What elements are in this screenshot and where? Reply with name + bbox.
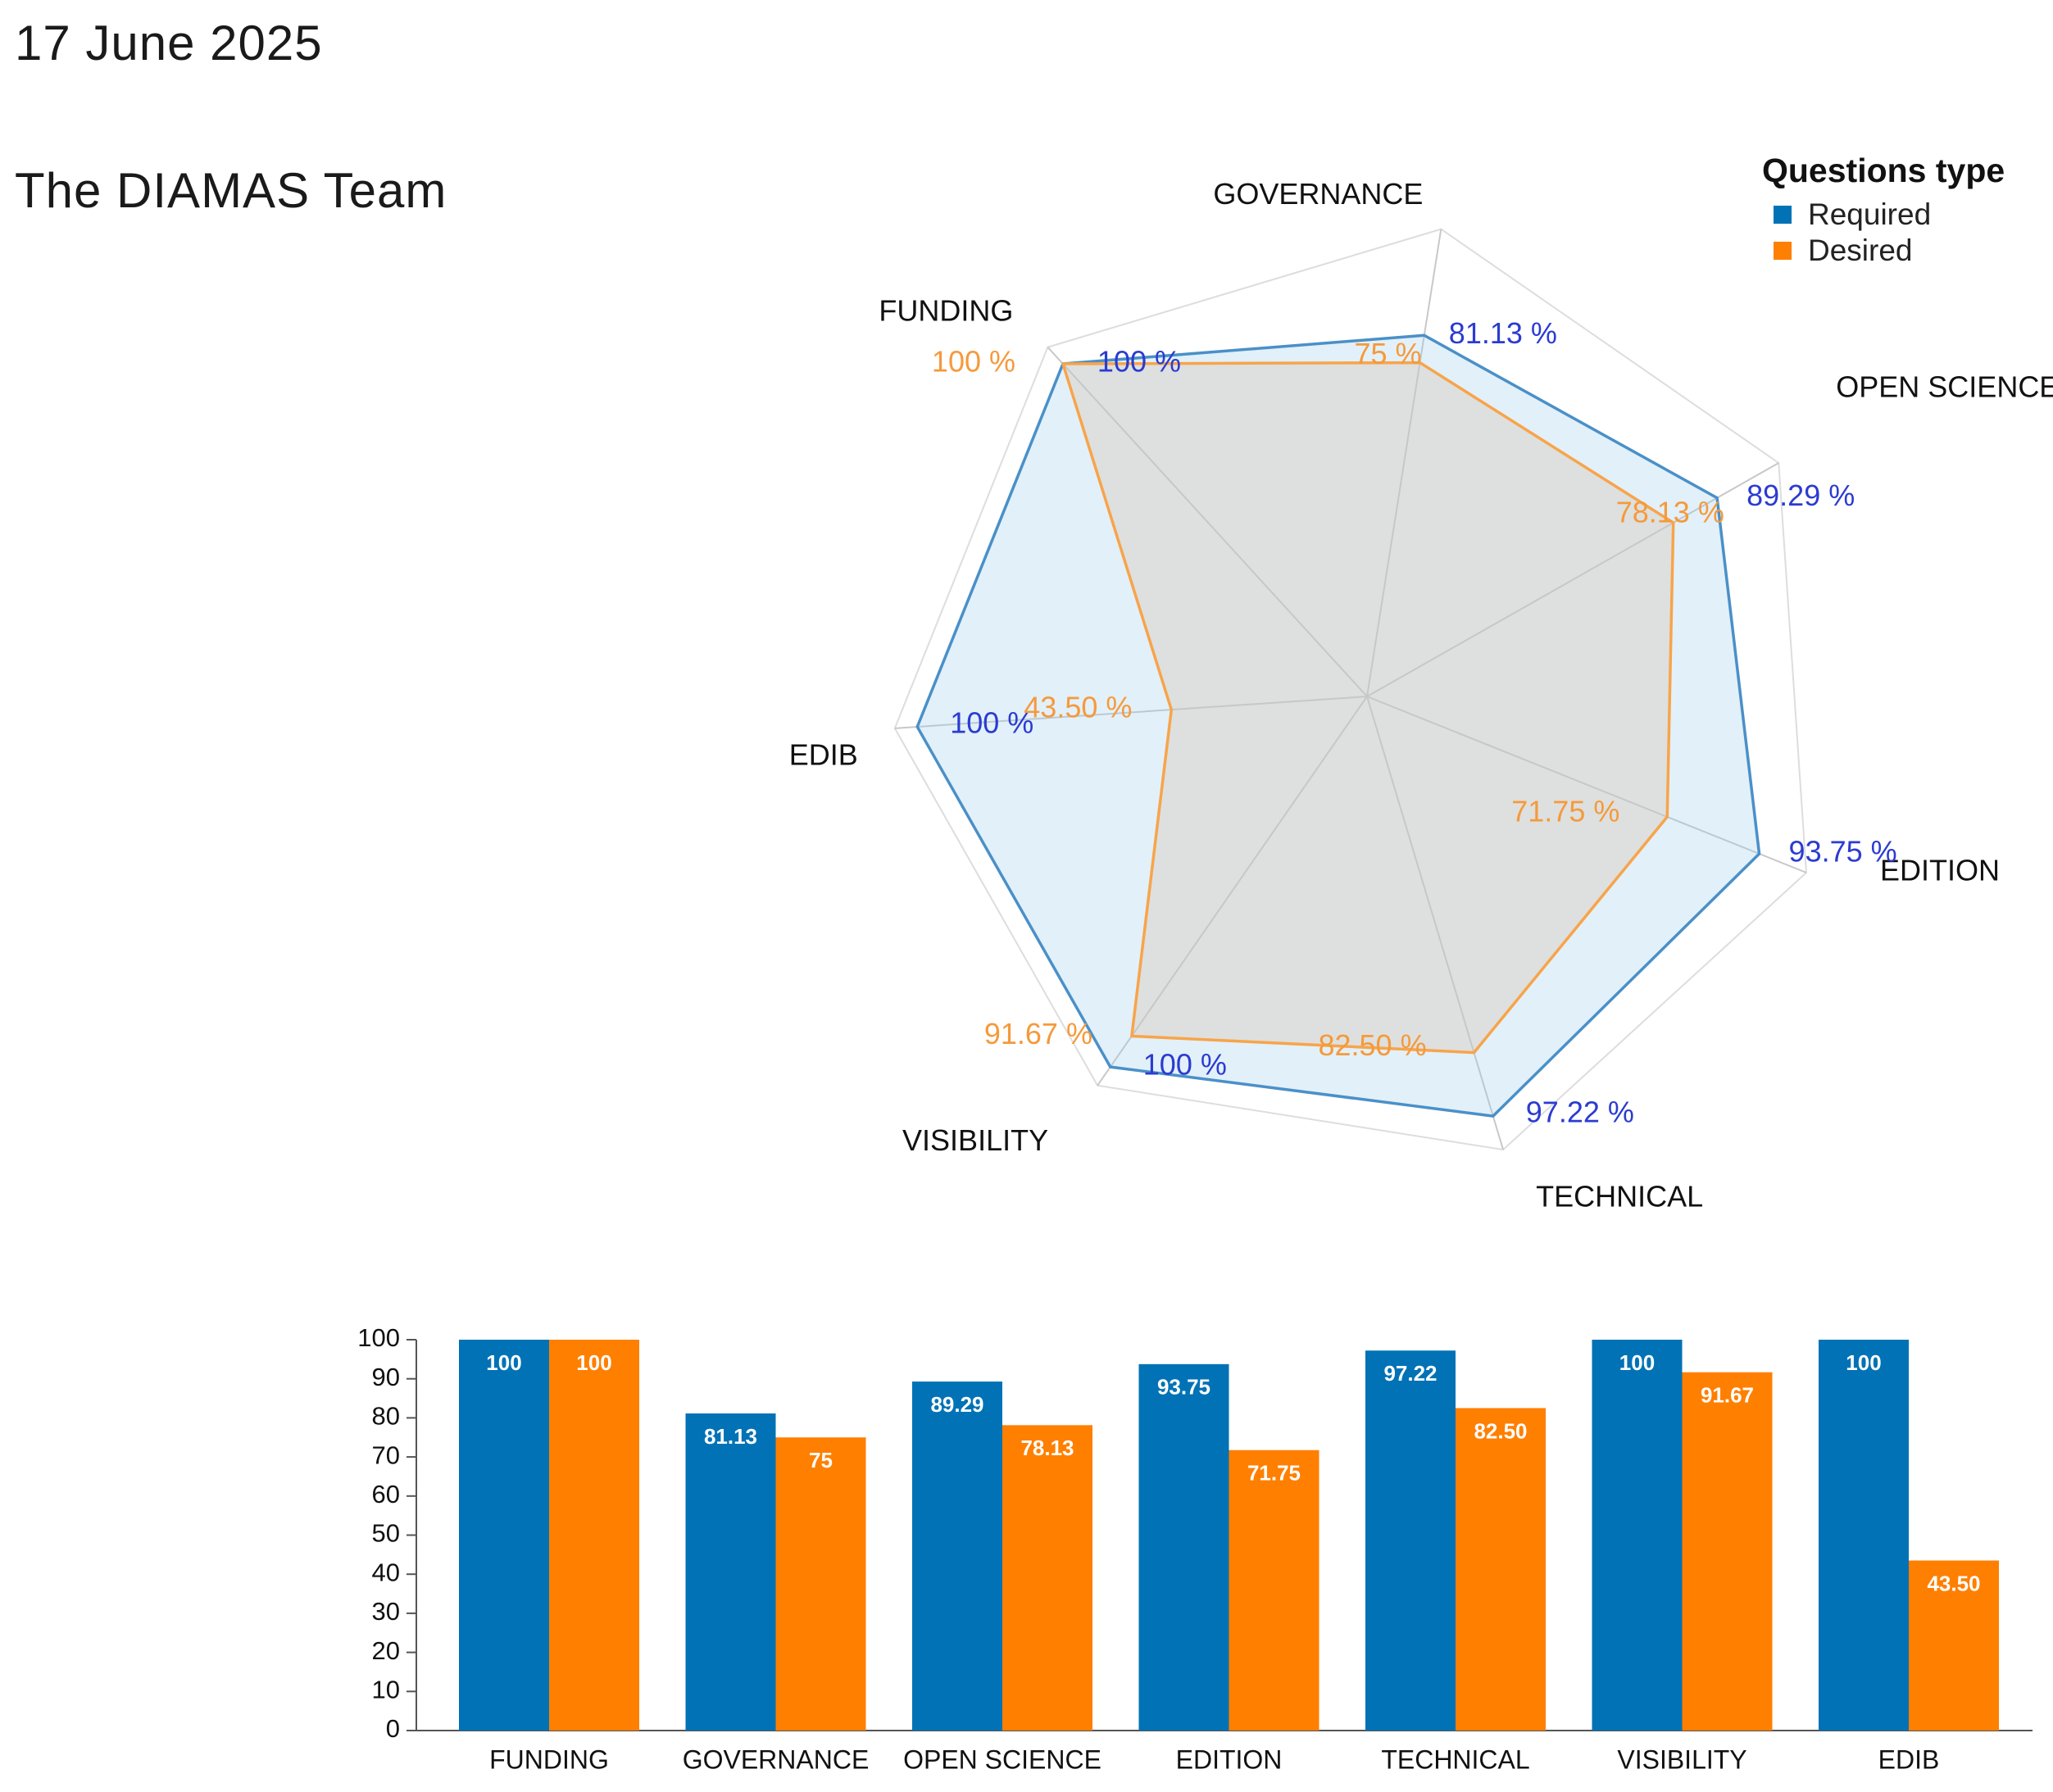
radar-spoke bbox=[1366, 696, 1807, 873]
bar-value-label: 43.50 bbox=[1927, 1571, 1980, 1595]
bar-category-label: TECHNICAL bbox=[1381, 1744, 1529, 1774]
radar-value-label-required: 89.29 % bbox=[1746, 479, 1855, 512]
legend-item-desired: Desired bbox=[1762, 233, 2005, 269]
bar-desired bbox=[549, 1340, 639, 1731]
bar-y-tick-label: 100 bbox=[357, 1323, 400, 1352]
bar-y-tick-label: 30 bbox=[372, 1597, 400, 1626]
radar-value-label-required: 93.75 % bbox=[1789, 834, 1897, 868]
radar-axis-label: EDITION bbox=[1880, 854, 2000, 887]
bar-value-label: 93.75 bbox=[1157, 1375, 1210, 1400]
radar-spoke bbox=[1366, 696, 1505, 1150]
radar-outer-web bbox=[893, 228, 1808, 1151]
bar-category-label: FUNDING bbox=[489, 1744, 609, 1774]
radar-value-label-required: 97.22 % bbox=[1526, 1096, 1634, 1129]
radar-chart: GOVERNANCE OPEN SCIENCE EDITION TECHNICAL VI… bbox=[789, 177, 2053, 1214]
radar-area-required bbox=[915, 333, 1761, 1118]
bar-required bbox=[912, 1381, 1002, 1731]
bar-y-tick-label: 20 bbox=[372, 1636, 400, 1665]
legend-title: Questions type bbox=[1762, 152, 2005, 189]
legend-swatch-required bbox=[1774, 206, 1792, 224]
bar-y-tick-label: 10 bbox=[372, 1675, 400, 1704]
legend-label-required: Required bbox=[1808, 197, 1932, 231]
bar-required bbox=[1365, 1350, 1456, 1731]
bar-value-label: 100 bbox=[486, 1350, 521, 1375]
radar-value-label-required: 100 % bbox=[1097, 345, 1181, 379]
bar-required bbox=[685, 1413, 776, 1731]
radar-value-label-desired: 82.50 % bbox=[1318, 1028, 1426, 1062]
radar-axis-label: OPEN SCIENCE bbox=[1836, 370, 2053, 404]
radar-axis-label: VISIBILITY bbox=[902, 1123, 1048, 1157]
radar-value-label-desired: 78.13 % bbox=[1616, 495, 1724, 529]
bar-desired bbox=[1002, 1425, 1092, 1731]
bar-value-label: 97.22 bbox=[1383, 1361, 1437, 1386]
radar-spoke bbox=[1047, 347, 1368, 697]
bar-desired bbox=[775, 1437, 866, 1731]
bar-y-tick-label: 60 bbox=[372, 1480, 400, 1508]
bar-category-label: VISIBILITY bbox=[1617, 1744, 1746, 1774]
report-date: 17 June 2025 bbox=[15, 16, 323, 70]
bar-value-label: 81.13 bbox=[704, 1424, 757, 1449]
bar-y-tick-label: 70 bbox=[372, 1440, 400, 1469]
bar-y-tick-label: 40 bbox=[372, 1558, 400, 1586]
bar-required bbox=[459, 1340, 549, 1731]
radar-value-label-required: 100 % bbox=[1143, 1048, 1227, 1082]
bar-y-tick-label: 0 bbox=[386, 1714, 400, 1743]
radar-axis-label: FUNDING bbox=[879, 293, 1013, 327]
radar-axis-label: GOVERNANCE bbox=[1213, 177, 1423, 211]
bar-value-label: 75 bbox=[809, 1448, 833, 1472]
radar-spoke bbox=[1097, 696, 1368, 1087]
bar-value-label: 78.13 bbox=[1020, 1436, 1074, 1460]
bar-category-label: OPEN SCIENCE bbox=[903, 1744, 1101, 1774]
radar-axis-label: TECHNICAL bbox=[1536, 1180, 1703, 1214]
bar-value-label: 89.29 bbox=[930, 1392, 983, 1417]
radar-value-label-desired: 91.67 % bbox=[984, 1017, 1092, 1050]
bar-required bbox=[1138, 1363, 1229, 1731]
team-name: The DIAMAS Team bbox=[15, 163, 447, 218]
radar-value-label-desired: 43.50 % bbox=[1024, 691, 1132, 724]
radar-value-label-required: 100 % bbox=[950, 706, 1033, 740]
bar-category-label: GOVERNANCE bbox=[683, 1744, 870, 1774]
bar-value-label: 100 bbox=[1846, 1350, 1881, 1375]
radar-area-desired bbox=[1061, 361, 1675, 1055]
radar-value-label-desired: 100 % bbox=[932, 345, 1015, 379]
radar-spoke bbox=[1366, 229, 1442, 697]
legend-label-desired: Desired bbox=[1808, 234, 1913, 267]
bar-y-tick-label: 80 bbox=[372, 1402, 400, 1431]
bar-category-label: EDITION bbox=[1176, 1744, 1283, 1774]
legend-swatch-desired bbox=[1774, 242, 1792, 260]
radar-spoke bbox=[894, 696, 1368, 729]
bar-value-label: 91.67 bbox=[1701, 1383, 1754, 1408]
radar-axis-label: EDIB bbox=[789, 737, 858, 771]
bar-desired bbox=[1456, 1408, 1546, 1731]
radar-spoke bbox=[1366, 462, 1779, 697]
bar-required bbox=[1592, 1340, 1683, 1731]
bar-desired bbox=[1909, 1560, 1999, 1731]
bar-required bbox=[1819, 1340, 1909, 1731]
radar-value-label-desired: 75 % bbox=[1355, 337, 1422, 370]
radar-value-label-required: 81.13 % bbox=[1449, 316, 1557, 350]
bar-y-tick-label: 50 bbox=[372, 1519, 400, 1548]
bar-category-label: EDIB bbox=[1878, 1744, 1940, 1774]
bar-value-label: 71.75 bbox=[1247, 1461, 1301, 1486]
radar-value-label-desired: 71.75 % bbox=[1511, 794, 1619, 828]
bar-value-label: 100 bbox=[576, 1350, 611, 1375]
legend-item-required: Required bbox=[1762, 197, 2005, 233]
legend: Questions type Required Desired bbox=[1762, 152, 2005, 269]
bar-y-tick-label: 90 bbox=[372, 1363, 400, 1391]
bar-desired bbox=[1229, 1449, 1319, 1731]
bar-value-label: 100 bbox=[1619, 1350, 1655, 1375]
bar-desired bbox=[1682, 1372, 1773, 1731]
bar-value-label: 82.50 bbox=[1474, 1418, 1527, 1443]
